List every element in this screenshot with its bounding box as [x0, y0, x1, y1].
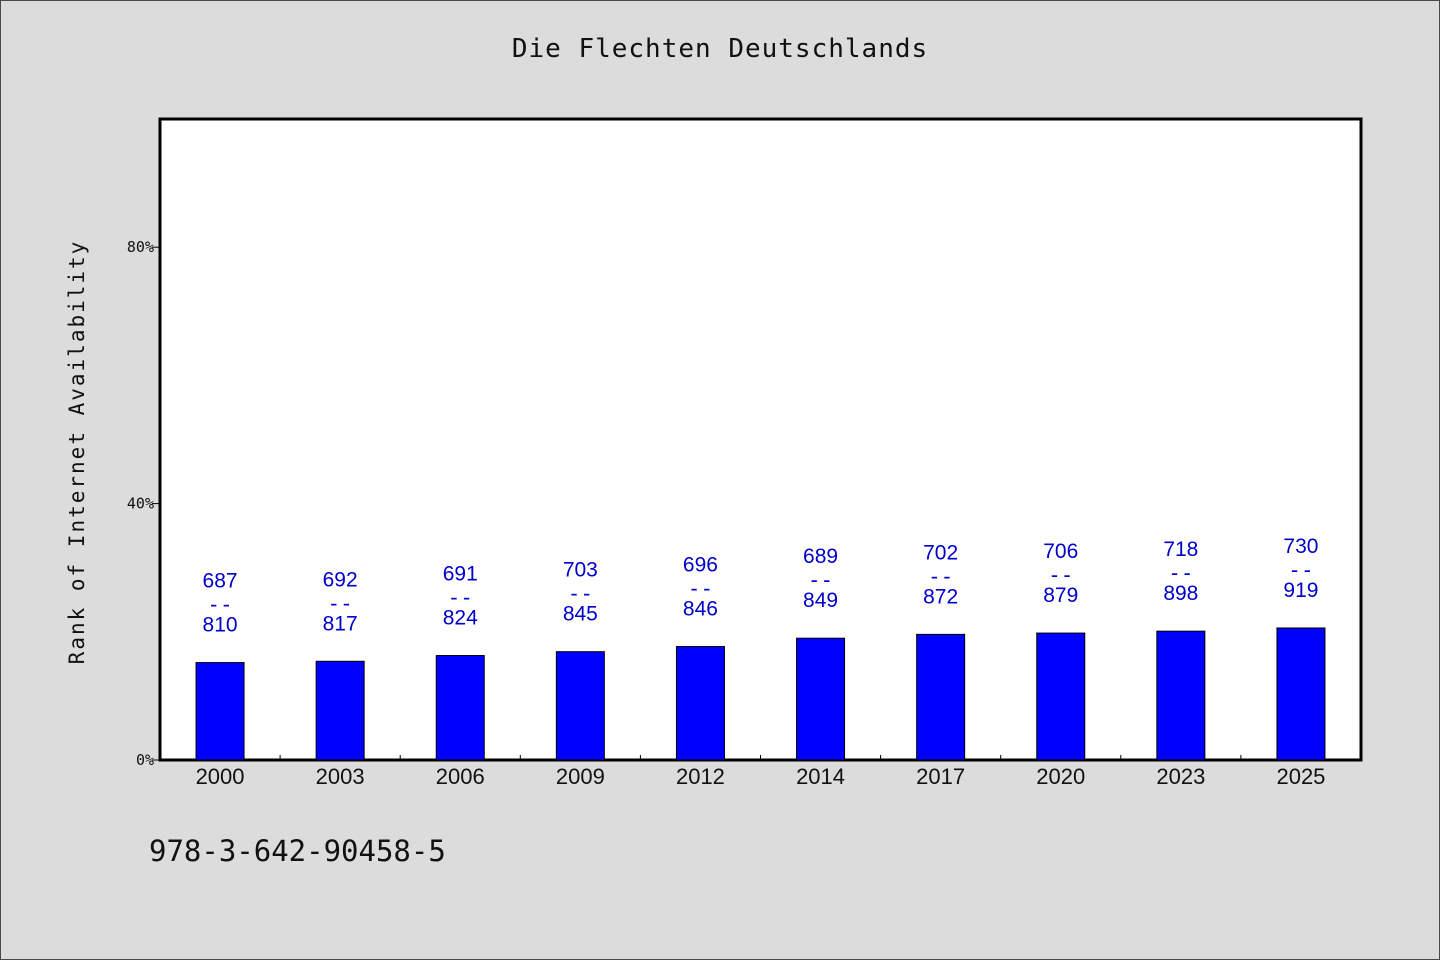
data-label-bottom: 879: [1043, 584, 1078, 607]
bar: [916, 633, 966, 761]
data-label-bottom: 810: [203, 614, 238, 637]
data-label-bottom: 872: [923, 585, 958, 608]
data-label-separator: --: [928, 564, 953, 588]
x-tick-label: 2020: [1036, 764, 1085, 789]
data-label-top: 687: [203, 570, 238, 593]
y-axis: 0% 40% 80%: [127, 238, 160, 769]
bar: [796, 637, 846, 761]
bar: [435, 655, 485, 761]
data-label-separator: --: [1048, 563, 1073, 587]
data-label-top: 718: [1163, 538, 1198, 561]
data-label-top: 689: [803, 545, 838, 568]
data-label-top: 703: [563, 559, 598, 582]
bar: [315, 660, 365, 761]
bar: [555, 651, 605, 761]
data-label-bottom: 919: [1283, 579, 1318, 602]
x-tick-label: 2017: [916, 764, 965, 789]
data-label-separator: --: [448, 586, 473, 610]
bar: [675, 646, 725, 761]
data-label-top: 730: [1283, 535, 1318, 558]
bar: [1156, 630, 1206, 761]
data-label-separator: --: [1168, 561, 1193, 585]
data-label-bottom: 817: [323, 612, 358, 635]
y-tick-label: 40%: [127, 495, 154, 513]
data-label-top: 692: [323, 568, 358, 591]
data-label-top: 696: [683, 554, 718, 577]
bar: [1276, 627, 1326, 761]
data-label-bottom: 849: [803, 589, 838, 612]
x-tick-label: 2009: [556, 764, 605, 789]
data-label-top: 706: [1043, 540, 1078, 563]
x-tick-label: 2012: [676, 764, 725, 789]
data-label-bottom: 845: [563, 603, 598, 626]
data-label-bottom: 898: [1163, 582, 1198, 605]
x-tick-label: 2023: [1156, 764, 1205, 789]
x-tick-label: 2014: [796, 764, 845, 789]
data-label-separator: --: [207, 593, 232, 617]
bars: [195, 627, 1326, 761]
data-label-separator: --: [808, 568, 833, 592]
bar: [1036, 632, 1086, 761]
data-label-separator: --: [1288, 558, 1313, 582]
x-tick-label: 2006: [436, 764, 485, 789]
data-label-top: 691: [443, 563, 478, 586]
x-tick-label: 2000: [196, 764, 245, 789]
data-label-bottom: 824: [443, 607, 478, 630]
y-tick-label: 0%: [136, 751, 154, 769]
data-labels: 810--687817--692824--691845--703846--696…: [203, 535, 1319, 637]
y-tick-label: 80%: [127, 238, 154, 256]
x-tick-label: 2003: [316, 764, 365, 789]
chart-title: Die Flechten Deutschlands: [511, 34, 929, 64]
data-label-separator: --: [328, 591, 353, 615]
x-tick-label: 2025: [1276, 764, 1325, 789]
data-label-top: 702: [923, 541, 958, 564]
data-label-separator: --: [568, 582, 593, 606]
x-axis: 2000 2003 2006 2009 2012 2014 2017 2020 2023 2025: [196, 755, 1325, 789]
data-label-bottom: 846: [683, 598, 718, 621]
data-label-separator: --: [688, 577, 713, 601]
isbn-text: 978-3-642-90458-5: [149, 834, 446, 868]
bar: [195, 662, 245, 761]
